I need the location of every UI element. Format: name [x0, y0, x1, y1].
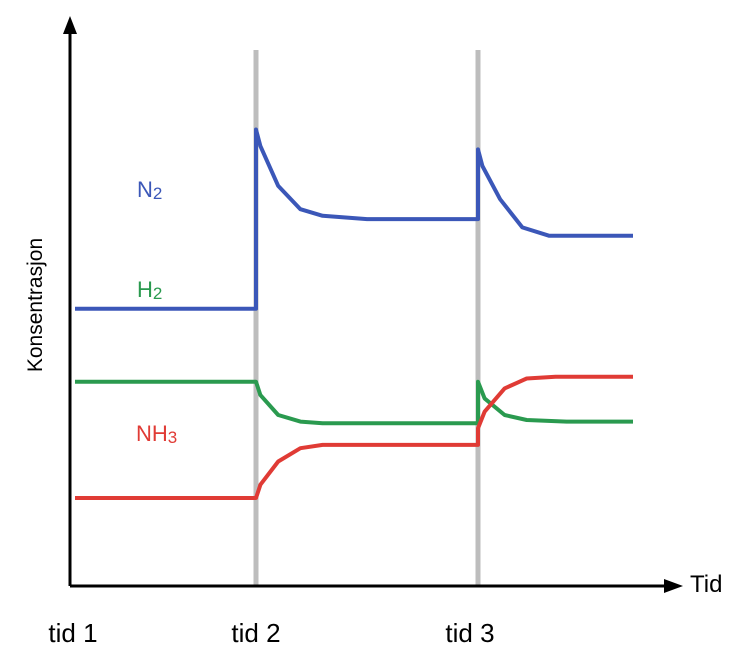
- series-line-h2: [75, 379, 633, 426]
- series-line-nh3: [75, 374, 633, 500]
- series-label-nh3-subscript: 3: [168, 428, 177, 447]
- series-label-n2-subscript: 2: [153, 184, 162, 203]
- x-tick-label-tid-3: tid 3: [445, 618, 494, 648]
- x-axis-arrow: [664, 579, 683, 593]
- series-label-n2-name: N: [137, 177, 153, 202]
- series-layer: [75, 127, 633, 500]
- series-label-h2: H2: [137, 277, 162, 303]
- series-label-nh3-name: NH: [136, 421, 168, 446]
- x-axis-label: Tid: [690, 571, 722, 598]
- y-axis-arrow: [63, 16, 77, 34]
- x-tick-label-tid-1: tid 1: [48, 618, 97, 648]
- series-label-h2-subscript: 2: [153, 284, 162, 303]
- series-label-n2: N2: [137, 177, 162, 203]
- y-axis-label: Konsentrasjon: [24, 238, 47, 372]
- series-line-n2: [75, 127, 633, 311]
- series-label-h2-name: H: [137, 277, 153, 302]
- series-label-nh3: NH3: [136, 421, 177, 447]
- x-tick-label-tid-2: tid 2: [231, 618, 280, 648]
